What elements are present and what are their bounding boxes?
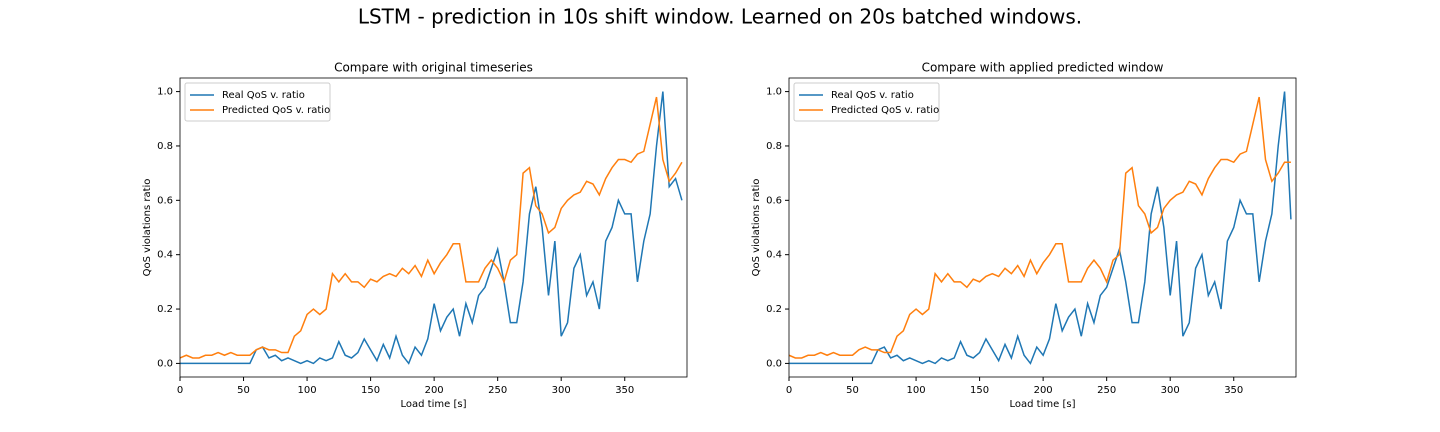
series-line [789, 91, 1292, 365]
x-tick-label: 350 [1224, 385, 1243, 396]
axes-frame [179, 77, 688, 378]
x-axis-label: Load time [s] [401, 399, 467, 410]
x-tick-label: 200 [1034, 385, 1053, 396]
y-tick-label: 0.2 [157, 304, 173, 315]
series-line [180, 91, 683, 365]
y-tick-label: 0.2 [766, 304, 782, 315]
x-axis-label: Load time [s] [1010, 399, 1076, 410]
y-tick-label: 0.0 [766, 358, 782, 369]
x-tick-label: 50 [237, 385, 250, 396]
legend-label: Predicted QoS v. ratio [222, 105, 330, 116]
x-tick-label: 50 [846, 385, 859, 396]
y-tick-label: 0.6 [157, 195, 173, 206]
x-tick-label: 100 [298, 385, 317, 396]
series-line [180, 96, 683, 359]
y-tick-label: 1.0 [766, 87, 782, 98]
axes-title: Compare with original timeseries [334, 61, 533, 75]
x-tick-label: 150 [970, 385, 989, 396]
x-tick-label: 0 [786, 385, 792, 396]
y-tick-label: 0.4 [766, 250, 782, 261]
x-tick-label: 250 [1097, 385, 1116, 396]
y-tick-label: 0.0 [157, 358, 173, 369]
legend-label: Predicted QoS v. ratio [831, 105, 939, 116]
y-tick-label: 0.4 [157, 250, 173, 261]
axes-title: Compare with applied predicted window [922, 61, 1164, 75]
y-tick-label: 0.8 [157, 141, 173, 152]
y-tick-label: 1.0 [157, 87, 173, 98]
y-axis-label: QoS violations ratio [142, 179, 153, 277]
legend-box [793, 82, 940, 122]
y-axis-label: QoS violations ratio [751, 179, 762, 277]
x-tick-label: 100 [907, 385, 926, 396]
axes-frame [788, 77, 1297, 378]
series-line [789, 96, 1291, 359]
x-tick-label: 200 [425, 385, 444, 396]
x-tick-label: 250 [488, 385, 507, 396]
legend-box [184, 82, 331, 122]
figure-title: LSTM - prediction in 10s shift window. L… [358, 5, 1082, 29]
x-tick-label: 150 [361, 385, 380, 396]
x-tick-label: 300 [552, 385, 571, 396]
y-tick-label: 0.6 [766, 195, 782, 206]
x-tick-label: 300 [1161, 385, 1180, 396]
legend-label: Real QoS v. ratio [222, 90, 305, 101]
x-tick-label: 0 [177, 385, 183, 396]
y-tick-label: 0.8 [766, 141, 782, 152]
x-tick-label: 350 [615, 385, 634, 396]
legend-label: Real QoS v. ratio [831, 90, 914, 101]
